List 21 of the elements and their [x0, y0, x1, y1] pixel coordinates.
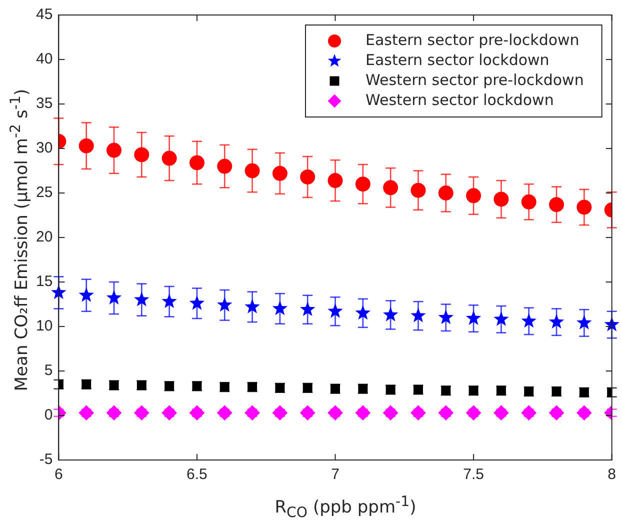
y-tick-label: 30 [36, 140, 53, 157]
x-tick-label: 6 [54, 466, 63, 484]
x-tick-label: 7 [331, 466, 340, 484]
y-tick-label: 25 [36, 184, 53, 202]
y-tick-label: 5 [44, 362, 53, 380]
y-tick-label: 10 [36, 318, 53, 335]
legend-label: Western sector pre-lockdown [366, 70, 584, 89]
y-tick-label: 35 [36, 95, 53, 112]
legend-label: Eastern sector pre-lockdown [366, 30, 580, 49]
y-tick-label: 0 [44, 406, 53, 424]
x-tick-label: 7.5 [463, 466, 484, 484]
legend-label: Eastern sector lockdown [366, 50, 550, 69]
x-axis-title: R$_{CO}$ (ppb ppm$^{-1}$) [274, 494, 418, 522]
y-tick-label: -5 [39, 451, 53, 468]
y-tick-label: 40 [36, 50, 53, 68]
y-tick-label: 15 [36, 273, 53, 290]
x-tick-label: 6.5 [186, 466, 208, 484]
legend-label: Western sector lockdown [366, 90, 554, 109]
y-tick-label: 20 [36, 228, 53, 246]
y-tick-label: 45 [36, 6, 53, 24]
x-tick-label: 8 [608, 466, 616, 484]
